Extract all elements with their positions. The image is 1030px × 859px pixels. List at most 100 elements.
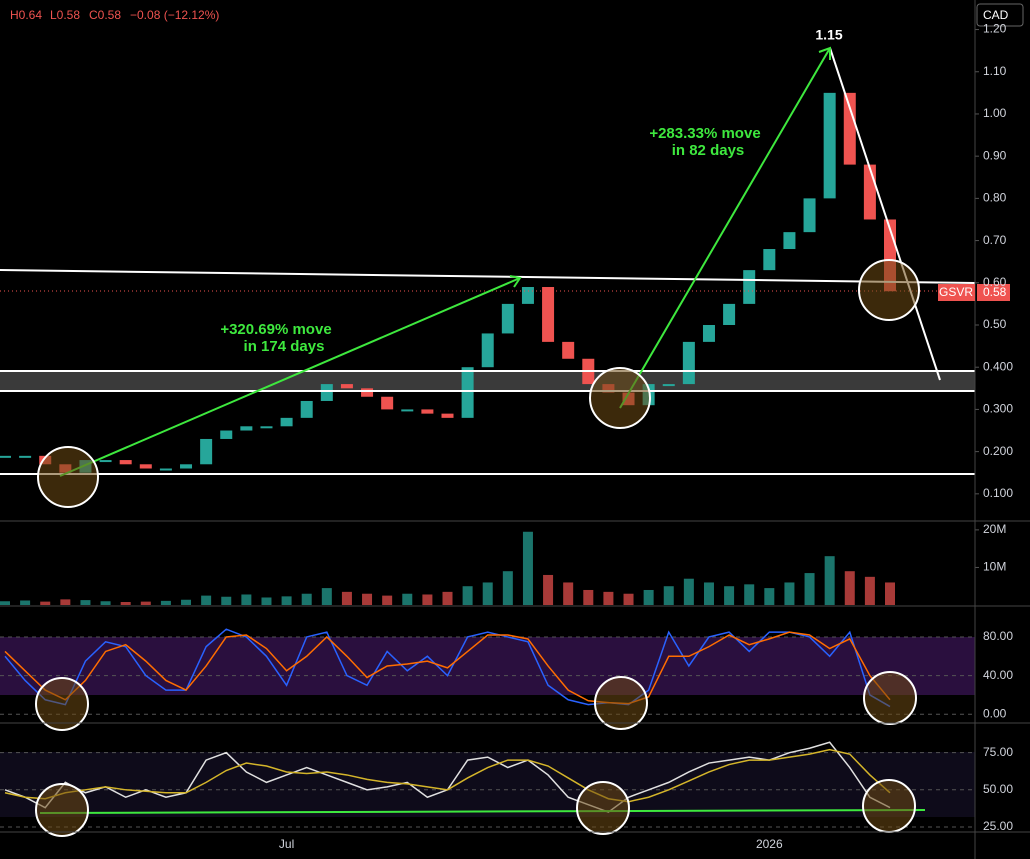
price-badge [977,284,1010,301]
candle [723,303,736,325]
y-tick-label: 0.60 [983,275,1007,289]
y-tick-label: 0.400 [983,359,1013,373]
candle [340,384,353,389]
volume-bar [261,597,272,605]
y-tick-label: 0.90 [983,148,1007,162]
stoch-band [0,637,975,695]
volume-bar [563,582,574,605]
candle [542,287,555,342]
y-tick-label: 0.70 [983,233,1007,247]
y-tick-label: 10M [983,560,1006,574]
candle [220,430,233,439]
volume-bar [382,595,393,605]
grid [0,29,979,828]
candle [803,198,816,233]
circle [37,446,99,508]
candle [763,249,776,271]
candle [99,460,112,463]
y-tick-label: 20M [983,522,1006,536]
rsi-support [39,809,926,814]
candle [381,396,394,410]
y-tick-label: 1.10 [983,64,1007,78]
candle [260,426,273,429]
arrowhead [509,275,522,288]
candle [300,400,313,418]
series-line [4,628,891,708]
volume-bar [120,601,131,605]
y-tick-label: 0.300 [983,402,1013,416]
volume-bar [181,599,192,605]
candle [180,464,193,469]
candle [401,409,414,412]
candle [139,464,152,469]
volume-bar [844,571,855,605]
y-tick-label: 75.00 [983,745,1013,759]
y-tick-label: 0.200 [983,444,1013,458]
volume-bar [804,573,815,605]
circle [589,367,651,429]
volume-bar [543,574,554,605]
volume-bar [643,589,654,605]
series-line [4,631,891,705]
ticker: GSVR [939,285,973,299]
candle [0,455,11,458]
circle [863,671,917,725]
volume-bar [321,588,332,605]
circle [594,676,648,730]
header-high: H0.64 [10,8,42,22]
volume-bar [482,582,493,605]
move-arrow [619,47,831,409]
x-tick-label: 2026 [756,837,783,851]
candle [662,384,675,387]
candle [843,92,856,165]
annotation: in 174 days [244,338,325,355]
candle [823,92,836,199]
volume-bar [442,591,453,605]
currency[interactable]: CAD [983,8,1009,22]
y-tick-label: 0.80 [983,191,1007,205]
annotation: +283.33% move [649,125,760,142]
volume-bar [60,599,71,605]
y-tick-label: 25.00 [983,819,1013,833]
volume-bar [764,588,775,605]
volume-bar [301,593,312,605]
volume-bar [703,582,714,605]
y-tick-label: 50.00 [983,782,1013,796]
volume-bar [502,571,513,605]
volume-bar [0,601,10,605]
volume-bar [623,593,634,605]
annotation: in 82 days [672,142,745,159]
candle [702,325,715,342]
header-close: C0.58 [89,8,121,22]
candle [240,426,253,431]
currency-button[interactable] [976,3,1024,27]
volume-bar [462,586,473,605]
volume-bar [885,582,895,605]
y-tick-label: 80.00 [983,629,1013,643]
volume-bar [20,600,31,605]
zone [0,371,975,391]
volume-bar [241,594,252,605]
volume-bar [281,596,292,605]
candle [441,413,454,418]
trendline [829,47,941,381]
y-tick-label: 0.100 [983,486,1013,500]
volume-bar [160,600,171,605]
volume-bar [864,576,875,605]
candle [481,333,494,368]
arrowhead [818,46,831,60]
candle [562,341,575,359]
header-low: L0.58 [50,8,80,22]
volume-bar [744,584,755,605]
volume-bar [663,586,674,605]
volume-bar [80,600,91,605]
candle [461,367,474,418]
volume-bar [724,586,735,605]
volume-bar [683,578,694,605]
volume-bar [140,601,151,605]
ticker-badge [938,284,975,301]
